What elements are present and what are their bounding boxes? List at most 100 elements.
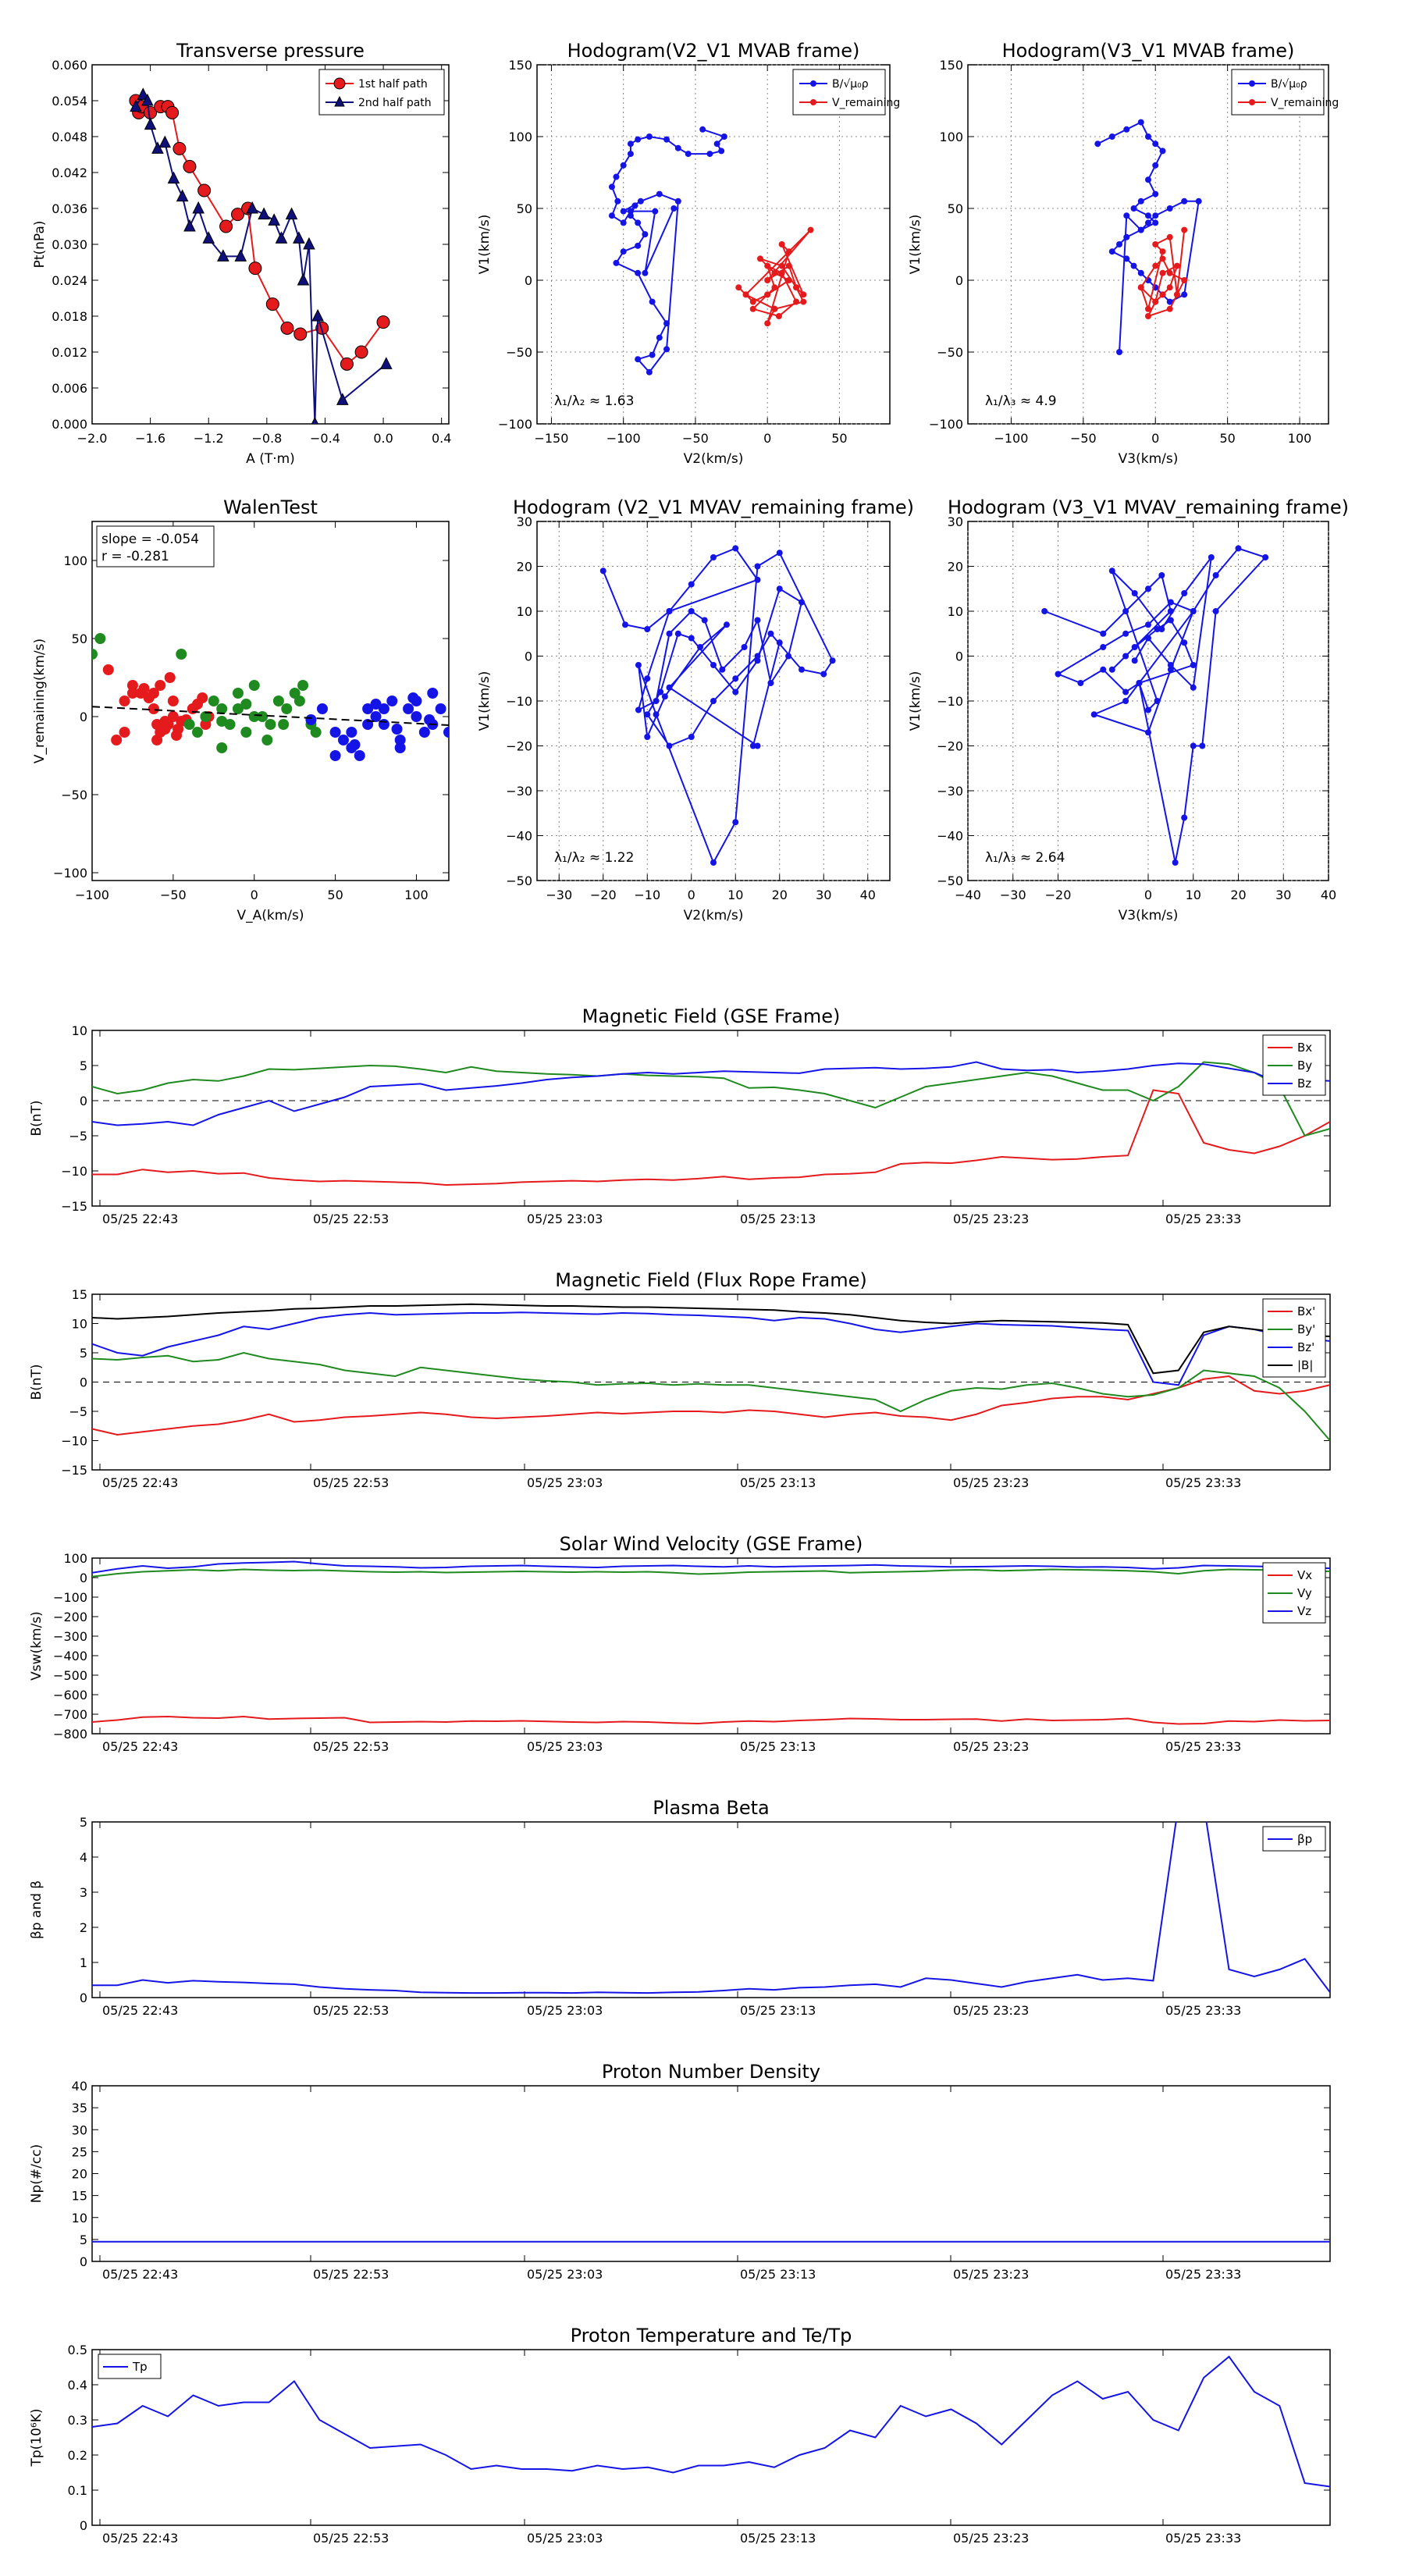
data-point	[1181, 226, 1188, 233]
chart-hodogram-v3-mvav: −40 −30 −20 0 10 20 30 40−50−40−30−20−100102030…	[908, 514, 1336, 923]
y-tick-label: −15	[61, 1463, 87, 1478]
data-point	[1166, 269, 1173, 276]
y-axis-label: Np(#/cc)	[29, 2144, 44, 2203]
data-point	[635, 219, 642, 226]
data-point	[754, 576, 761, 583]
data-point	[192, 727, 204, 738]
y-tick-label: −20	[937, 739, 963, 754]
y-axis-label: V1(km/s)	[477, 671, 493, 731]
data-point	[754, 742, 761, 749]
data-point	[316, 703, 328, 714]
data-point	[1136, 680, 1143, 686]
x-tick-label: 05/25 23:33	[1165, 2003, 1241, 2018]
chart-transverse-pressure: −2.0 −1.6 −1.2 −0.8 −0.4 0.0 0.4 0.000 0.006 0.01…	[32, 58, 451, 467]
x-tick-label: 05/25 23:33	[1165, 1475, 1241, 1490]
data-point	[407, 692, 419, 703]
data-point	[1167, 666, 1174, 673]
legend-label: Bz	[1297, 1076, 1311, 1091]
chart-title: Hodogram(V2_V1 MVAB frame)	[567, 40, 860, 62]
data-point	[775, 313, 782, 319]
x-tick-label: 05/25 23:13	[740, 1475, 816, 1490]
data-point	[741, 644, 748, 650]
y-tick-label: 5	[80, 1346, 87, 1361]
y-tick-label: −50	[506, 345, 532, 360]
data-point	[246, 201, 258, 214]
data-point	[627, 212, 634, 219]
x-tick-label: 10	[727, 888, 743, 902]
legend-box	[1262, 1298, 1326, 1378]
y-tick-label: 10	[948, 604, 963, 619]
data-point	[732, 675, 739, 682]
chart-title: Plasma Beta	[653, 1797, 769, 1819]
data-point	[1137, 119, 1144, 126]
data-point	[732, 545, 739, 552]
data-point	[281, 703, 293, 714]
data-point	[1077, 680, 1084, 686]
legend-label: 1st half path	[358, 78, 428, 91]
data-point	[627, 208, 634, 215]
data-point	[329, 727, 341, 738]
x-axis-label: V_A(km/s)	[237, 908, 304, 923]
data-point	[1262, 554, 1269, 560]
data-point	[435, 703, 446, 714]
chart-title: Transverse pressure	[176, 40, 365, 62]
data-point	[1123, 126, 1130, 133]
data-point	[642, 269, 649, 276]
plot-frame	[91, 2349, 1331, 2526]
y-axis-label: βp and β	[29, 1880, 44, 1939]
data-point	[403, 703, 414, 714]
series-line-2	[92, 1061, 1330, 1126]
data-point	[674, 630, 681, 637]
data-layer	[92, 1822, 1330, 1994]
eigenvalue-ratio-label: λ₁/λ₃ ≈ 4.9	[985, 393, 1057, 409]
y-tick-label: 0.036	[52, 201, 87, 216]
x-tick-label: 05/25 23:03	[527, 2267, 603, 2282]
data-point	[1131, 590, 1138, 596]
y-axis-label: Pt(nPa)	[32, 221, 48, 269]
data-point	[614, 197, 621, 205]
data-point	[232, 703, 244, 714]
y-tick-label: 0	[525, 273, 532, 288]
y-tick-label: 2	[80, 1920, 87, 1935]
data-point	[1123, 233, 1130, 240]
data-point	[688, 734, 695, 740]
data-point	[164, 672, 176, 683]
data-point	[764, 262, 771, 269]
data-point	[710, 698, 717, 704]
data-point	[102, 664, 114, 675]
eigenvalue-ratio-label: λ₁/λ₂ ≈ 1.22	[554, 850, 634, 866]
data-point	[379, 357, 393, 369]
data-point	[749, 742, 756, 749]
data-point	[126, 680, 138, 691]
y-tick-label: 0.054	[52, 94, 87, 109]
legend: 1st half path 2nd half path	[318, 69, 445, 116]
data-point	[653, 698, 660, 704]
x-tick-label: 20	[772, 888, 788, 902]
plot-frame	[91, 1557, 1331, 1735]
data-point	[754, 617, 761, 624]
x-tick-label: 05/25 23:03	[527, 1739, 603, 1754]
data-point	[151, 735, 163, 745]
x-tick-label: 05/25 23:03	[527, 1475, 603, 1490]
data-point	[778, 241, 785, 247]
x-tick-label: 05/25 22:43	[102, 1212, 178, 1226]
data-point	[642, 231, 649, 238]
legend-box	[318, 69, 445, 116]
data-point	[1100, 630, 1107, 637]
y-tick-label: −500	[53, 1668, 87, 1683]
data-point	[173, 141, 187, 155]
data-point	[346, 727, 357, 738]
y-tick-label: 50	[948, 201, 963, 216]
data-point	[754, 563, 761, 570]
y-tick-label: −800	[53, 1727, 87, 1742]
data-point	[652, 208, 659, 215]
y-tick-label: −300	[53, 1629, 87, 1644]
x-tick-label: 05/25 23:23	[953, 2267, 1029, 2282]
y-tick-label: 5	[80, 2233, 87, 2247]
data-point	[800, 291, 807, 298]
data-point	[275, 231, 288, 244]
data-point	[148, 703, 159, 714]
y-tick-label: 1	[80, 1955, 87, 1970]
plot-frame	[967, 64, 1329, 425]
data-point	[1181, 197, 1188, 205]
